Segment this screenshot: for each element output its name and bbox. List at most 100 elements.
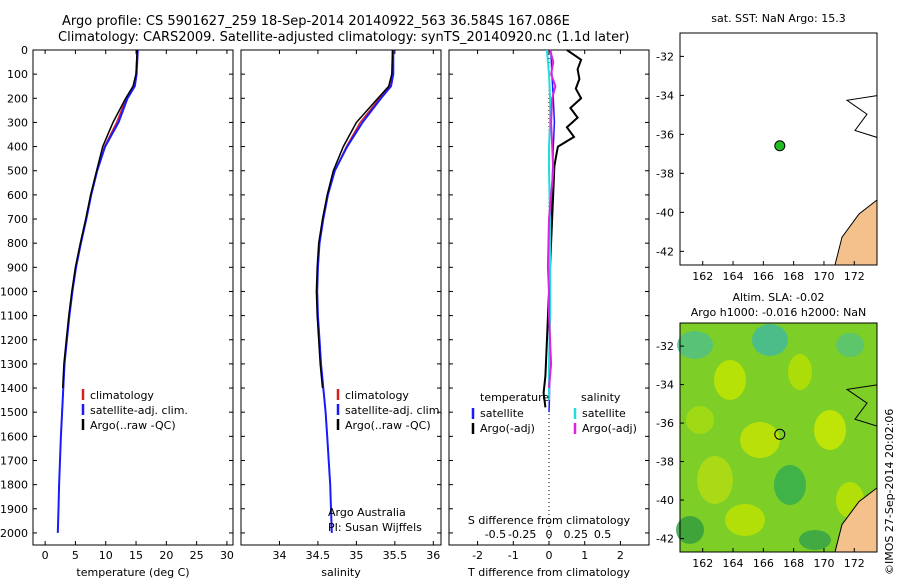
series-line-argorawqc: [315, 49, 394, 389]
y-tick-label: 1100: [0, 310, 28, 323]
legend-label: Argo(-adj): [480, 422, 535, 435]
y-tick-label: 1700: [0, 454, 28, 467]
map-y-tick-label: -42: [656, 245, 674, 258]
x-tick-label: 30: [220, 549, 234, 562]
series-line-argorawqc: [61, 49, 138, 389]
map-y-tick-label: -40: [656, 206, 674, 219]
x-tick-label: 2: [617, 549, 624, 562]
map-x-tick-label: 168: [783, 270, 804, 283]
y-tick-label: 700: [7, 213, 28, 226]
y-tick-label: 200: [7, 92, 28, 105]
map-x-tick-label: 164: [723, 270, 744, 283]
legend-label: satellite: [480, 407, 524, 420]
profile-panel-frame: [240, 49, 442, 546]
legend-label: satellite: [582, 407, 626, 420]
annotation-line: PI: Susan Wijffels: [328, 521, 422, 534]
legend-label: satellite-adj. clim.: [345, 404, 443, 417]
y-tick-label: 1500: [0, 406, 28, 419]
y-tick-label: 0: [21, 44, 28, 57]
annotation-line: Argo Australia: [328, 506, 406, 519]
map-y-tick-label: -32: [656, 340, 674, 353]
x-tick-label-salinity: 0: [546, 528, 553, 541]
map-y-tick-label: -38: [656, 167, 674, 180]
y-tick-label: 2000: [0, 527, 28, 540]
x-tick-label-salinity: -0.25: [508, 528, 536, 541]
argo-float-marker: [774, 428, 786, 440]
map-y-tick-label: -40: [656, 494, 674, 507]
legend-label: Argo(..raw -QC): [345, 419, 431, 432]
map-y-tick-label: -38: [656, 456, 674, 469]
map-x-tick-label: 172: [844, 270, 865, 283]
map-x-tick-label: 168: [783, 557, 804, 570]
map-title: sat. SST: NaN Argo: 15.3: [711, 12, 845, 25]
map-title: Altim. SLA: -0.02: [732, 291, 824, 304]
y-tick-label: 500: [7, 165, 28, 178]
map-x-tick-label: 170: [813, 270, 834, 283]
map-y-tick-label: -32: [656, 50, 674, 63]
x-axis-label: T difference from climatology: [467, 566, 630, 579]
sla-anomaly-patch: [714, 360, 746, 400]
x-tick-label: 1: [581, 549, 588, 562]
x-tick-label: 0: [42, 549, 49, 562]
x-axis-label: salinity: [321, 566, 361, 579]
series-line-salinityargoadj: [546, 49, 557, 389]
sla-anomaly-patch: [676, 516, 704, 544]
map-subtitle: Argo h1000: -0.016 h2000: NaN: [691, 306, 867, 319]
footer-timestamp: ©IMOS 27-Sep-2014 20:02:06: [883, 409, 896, 575]
sla-anomaly-patch: [799, 530, 831, 550]
map-x-tick-label: 166: [753, 270, 774, 283]
argo-float-marker: [774, 140, 786, 152]
x-tick-label: 25: [190, 549, 204, 562]
x-axis-label-top: S difference from climatology: [468, 514, 631, 527]
map-y-tick-label: -34: [656, 89, 674, 102]
x-axis-label: temperature (deg C): [76, 566, 189, 579]
y-tick-label: 1800: [0, 479, 28, 492]
x-tick-label-salinity: 0.5: [594, 528, 612, 541]
legend-label: climatology: [345, 389, 409, 402]
y-tick-label: 1200: [0, 334, 28, 347]
x-tick-label: 20: [159, 549, 173, 562]
sla-anomaly-patch: [740, 422, 780, 458]
sla-anomaly-patch: [774, 465, 806, 505]
x-tick-label: 34.5: [306, 549, 331, 562]
map-frame: [679, 32, 878, 266]
map-x-tick-label: 164: [723, 557, 744, 570]
map-y-tick-label: -42: [656, 533, 674, 546]
legend-title: salinity: [581, 391, 621, 404]
sla-anomaly-patch: [814, 410, 846, 450]
sla-anomaly-patch: [725, 504, 765, 536]
map-x-tick-label: 166: [753, 557, 774, 570]
y-tick-label: 900: [7, 261, 28, 274]
legend-label: satellite-adj. clim.: [90, 404, 188, 417]
sla-anomaly-patch: [836, 333, 864, 357]
map-y-tick-label: -36: [656, 417, 674, 430]
y-tick-label: 600: [7, 189, 28, 202]
y-tick-label: 1400: [0, 382, 28, 395]
legend-label: Argo(..raw -QC): [90, 419, 176, 432]
x-tick-label: 10: [99, 549, 113, 562]
y-tick-label: 400: [7, 141, 28, 154]
y-tick-label: 1300: [0, 358, 28, 371]
map-x-tick-label: 162: [692, 557, 713, 570]
x-tick-label-salinity: 0.25: [564, 528, 589, 541]
x-tick-label: -1: [508, 549, 519, 562]
y-tick-label: 1900: [0, 503, 28, 516]
x-tick-label: 0: [546, 549, 553, 562]
x-tick-label: 35.5: [383, 549, 408, 562]
x-tick-label: 5: [72, 549, 79, 562]
sla-field: [676, 323, 877, 552]
profile-panel-frame: [32, 49, 234, 546]
map-x-tick-label: 162: [692, 270, 713, 283]
legend-label: climatology: [90, 389, 154, 402]
legend-label: Argo(-adj): [582, 422, 637, 435]
y-tick-label: 300: [7, 116, 28, 129]
sla-anomaly-patch: [788, 354, 812, 390]
y-tick-label: 100: [7, 68, 28, 81]
x-tick-label-salinity: -0.5: [485, 528, 506, 541]
y-tick-label: 800: [7, 237, 28, 250]
y-tick-label: 1600: [0, 430, 28, 443]
x-tick-label: -2: [472, 549, 483, 562]
figure-title: Argo profile: CS 5901627_259 18-Sep-2014…: [62, 14, 570, 29]
legend-title: temperature: [480, 391, 549, 404]
map-y-tick-label: -34: [656, 379, 674, 392]
